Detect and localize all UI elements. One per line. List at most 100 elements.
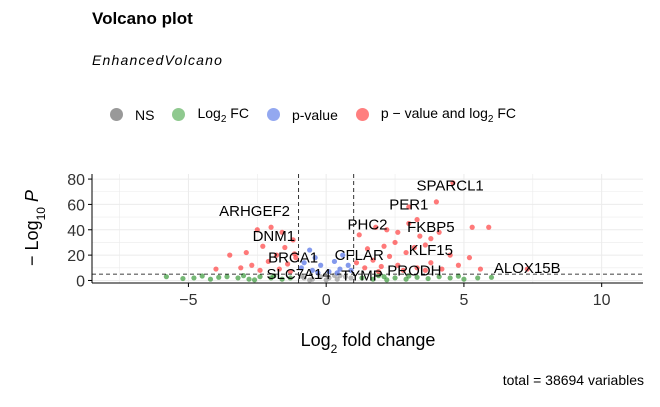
gene-label: ARHGEF2 <box>219 203 290 220</box>
point-both <box>254 227 260 233</box>
legend-item-both: p − value and log2 FC <box>355 105 516 125</box>
point-both <box>400 267 406 273</box>
point-both <box>260 243 266 249</box>
legend-label-pvalue: p-value <box>291 106 338 123</box>
point-log2fc <box>447 275 453 281</box>
point-pvalue <box>345 262 351 268</box>
point-both <box>428 260 434 266</box>
legend-dot-both <box>355 108 369 122</box>
gene-label: DNM1 <box>253 228 296 245</box>
point-both <box>414 217 420 223</box>
legend-label-log2fc-main: Log <box>197 105 221 121</box>
gene-label: FKBP5 <box>407 219 455 236</box>
point-log2fc <box>163 274 169 280</box>
gene-label: PRODH <box>387 262 441 279</box>
legend-label-both-main: p − value and log <box>380 105 488 121</box>
point-both <box>403 249 409 256</box>
point-ns <box>307 277 313 283</box>
point-pvalue <box>337 266 343 272</box>
point-ns <box>298 273 304 279</box>
point-both <box>417 233 423 239</box>
axes: −5 0 5 10 0 20 40 60 80 <box>67 172 643 309</box>
point-log2fc <box>359 275 365 281</box>
point-both <box>381 243 387 249</box>
point-log2fc <box>414 274 420 280</box>
point-log2fc <box>257 274 263 280</box>
legend-label-ns: NS <box>135 106 155 123</box>
point-both <box>386 253 393 259</box>
legend-label-log2fc: Log2 FC <box>197 105 248 125</box>
gene-labels: SPARCL1 PER1 ARHGEF2 PHC2 FKBP5 DNM1 KLF15 CFLA… <box>219 177 561 284</box>
legend-label-log2fc-sub: 2 <box>220 113 227 125</box>
point-log2fc <box>207 276 214 282</box>
x-tick-label: −5 <box>179 292 197 309</box>
points-layer <box>163 180 530 283</box>
gene-label: TYMP <box>341 267 383 284</box>
point-both <box>282 244 288 251</box>
point-both <box>428 236 434 242</box>
point-both <box>356 232 362 238</box>
point-both <box>291 251 298 257</box>
y-tick-label: 80 <box>67 172 85 189</box>
legend-dot-pvalue <box>266 108 280 122</box>
chart-title: Volcano plot <box>92 9 193 28</box>
point-both <box>414 265 420 271</box>
legend-dot-ns <box>110 108 123 122</box>
y-tick-label: 40 <box>67 223 85 240</box>
point-pvalue <box>309 267 315 273</box>
point-both <box>273 252 280 258</box>
point-both <box>384 227 390 233</box>
cutoff-lines <box>92 174 643 283</box>
point-both <box>406 220 412 227</box>
point-both <box>257 267 263 273</box>
gene-label: KLF15 <box>409 242 453 259</box>
point-both <box>439 266 445 272</box>
point-both <box>406 204 412 210</box>
point-both <box>287 268 293 275</box>
point-log2fc <box>180 275 186 282</box>
legend-label-log2fc-tail: FC <box>226 105 249 121</box>
gene-label: PER1 <box>389 196 428 213</box>
point-ns <box>348 275 354 281</box>
gene-label: PHC2 <box>347 217 387 234</box>
point-log2fc <box>370 276 376 282</box>
point-both <box>477 266 484 272</box>
point-log2fc <box>271 273 277 279</box>
x-tick-label: 5 <box>459 292 468 309</box>
point-both <box>249 262 255 268</box>
y-tick-label: 20 <box>67 248 85 265</box>
legend-dot-log2fc <box>172 108 186 122</box>
point-log2fc <box>279 276 285 282</box>
point-both <box>469 224 475 230</box>
point-both <box>450 180 456 186</box>
point-log2fc <box>436 274 442 280</box>
point-both <box>290 237 296 243</box>
point-both <box>524 266 530 272</box>
point-both <box>243 249 249 256</box>
point-log2fc <box>235 275 241 281</box>
point-log2fc <box>384 277 390 283</box>
point-log2fc <box>406 273 412 279</box>
point-both <box>279 229 285 235</box>
x-tick-label: 10 <box>593 292 611 309</box>
legend-item-pvalue: p-value <box>266 106 338 123</box>
point-pvalue <box>312 255 318 261</box>
point-ns <box>342 274 349 280</box>
point-both <box>265 258 271 265</box>
point-both <box>370 257 376 263</box>
point-both <box>486 224 492 230</box>
point-log2fc <box>216 274 222 280</box>
point-both <box>466 255 473 261</box>
point-log2fc <box>461 276 467 282</box>
point-both <box>276 266 282 272</box>
point-log2fc <box>425 275 431 282</box>
gene-label: CFLAR <box>335 247 384 264</box>
point-both <box>378 263 384 270</box>
point-pvalue <box>331 258 338 265</box>
point-both <box>422 242 428 248</box>
point-both <box>392 239 398 246</box>
point-both <box>353 260 360 266</box>
point-both <box>373 224 379 230</box>
point-both <box>268 224 274 230</box>
